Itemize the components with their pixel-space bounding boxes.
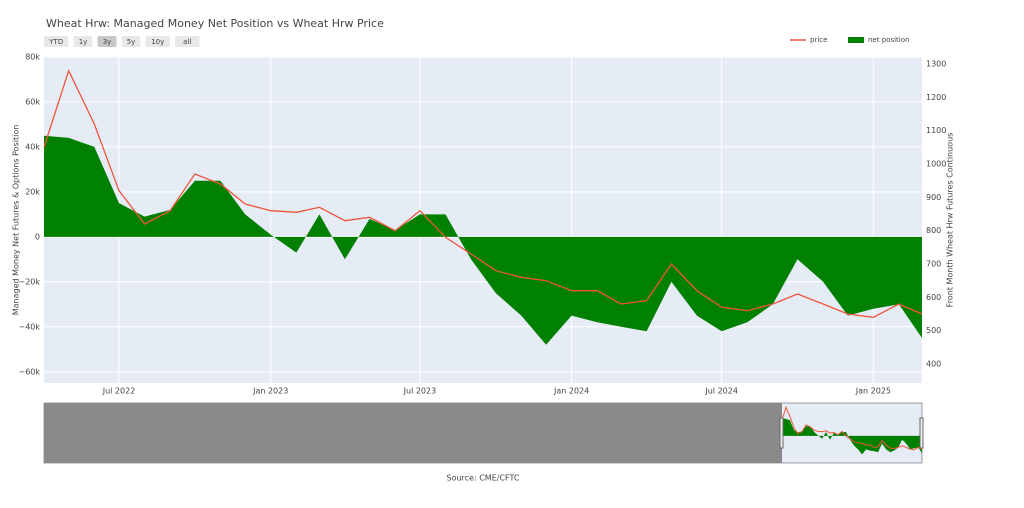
range-button-label[interactable]: all	[183, 38, 191, 46]
range-button[interactable]: 10y	[145, 36, 171, 47]
y-tick-label: 20k	[25, 187, 40, 196]
range-button-bg[interactable]	[175, 36, 200, 47]
y-axis-title: Managed Money Net Futures & Options Posi…	[12, 125, 21, 316]
chart-title: Wheat Hrw: Managed Money Net Position vs…	[46, 17, 384, 30]
range-button-bg[interactable]	[145, 36, 171, 47]
range-button-label[interactable]: 5y	[127, 38, 136, 46]
x-tick-label: Jul 2024	[704, 387, 738, 396]
source-note: Source: CME/CFTC	[446, 474, 519, 483]
range-handle[interactable]	[919, 417, 924, 449]
range-button[interactable]: 3y	[97, 36, 117, 47]
range-button-bg[interactable]	[44, 36, 69, 47]
y-tick-label: 40k	[25, 142, 40, 151]
range-button[interactable]: all	[175, 36, 200, 47]
range-button-label[interactable]: 10y	[151, 38, 164, 46]
range-button[interactable]: 1y	[73, 36, 93, 47]
y-tick-label: 60k	[25, 97, 40, 106]
y2-tick-label: 800	[926, 226, 941, 235]
range-button[interactable]: 5y	[121, 36, 141, 47]
legend-label[interactable]: net position	[868, 36, 909, 44]
legend-swatch	[848, 37, 864, 43]
y2-tick-label: 600	[926, 293, 941, 302]
range-button-bg[interactable]	[73, 36, 93, 47]
y-tick-label: 80k	[25, 53, 40, 62]
y-tick-label: −20k	[18, 277, 40, 286]
y-tick-label: −40k	[18, 322, 40, 331]
x-tick-label: Jan 2024	[553, 387, 589, 396]
y2-tick-label: 500	[926, 326, 941, 335]
y2-tick-label: 900	[926, 193, 941, 202]
range-button-label[interactable]: 3y	[103, 38, 112, 46]
x-tick-label: Jul 2022	[102, 387, 136, 396]
net-position-area	[44, 135, 922, 345]
range-button[interactable]: YTD	[44, 36, 69, 47]
y2-tick-label: 1000	[926, 160, 946, 169]
legend-label[interactable]: price	[810, 36, 827, 44]
y2-tick-label: 1300	[926, 60, 946, 69]
range-button-label[interactable]: YTD	[48, 38, 63, 46]
price-line	[43, 68, 923, 318]
range-button-label[interactable]: 1y	[79, 38, 88, 46]
y2-tick-label: 1100	[926, 126, 946, 135]
range-handle[interactable]	[779, 417, 784, 449]
y-tick-label: 0	[35, 232, 40, 241]
x-tick-label: Jan 2025	[855, 387, 891, 396]
y-tick-label: −60k	[18, 367, 40, 376]
y2-tick-label: 400	[926, 360, 941, 369]
range-slider-mask	[44, 403, 782, 463]
y2-tick-label: 1200	[926, 93, 946, 102]
y2-tick-label: 700	[926, 260, 941, 269]
price-line	[781, 405, 923, 451]
range-button-bg[interactable]	[97, 36, 117, 47]
y2-axis-title: Front Month Wheat Hrw Futures Continuous	[946, 133, 955, 308]
x-tick-label: Jul 2023	[403, 387, 437, 396]
x-tick-label: Jan 2023	[252, 387, 288, 396]
range-button-bg[interactable]	[121, 36, 141, 47]
